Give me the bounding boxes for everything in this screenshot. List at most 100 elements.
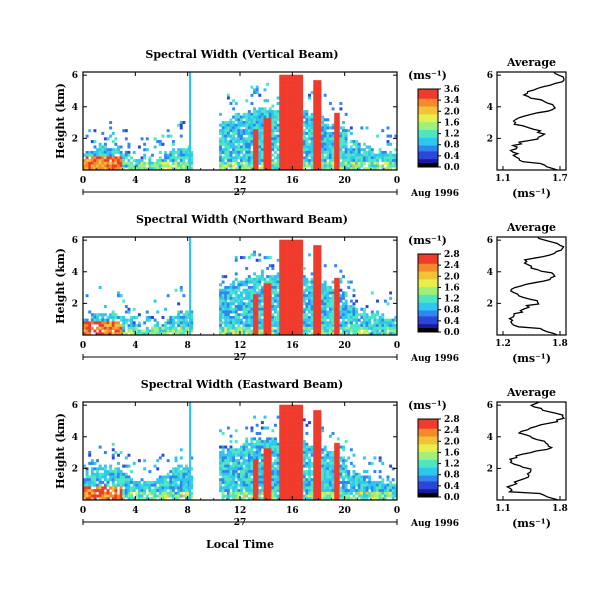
heatmap-cell — [245, 315, 249, 319]
heatmap-cell — [271, 467, 275, 471]
heatmap-cell — [247, 129, 251, 133]
heatmap-cell — [300, 497, 304, 501]
heatmap-cell — [279, 332, 283, 336]
heatmap-cell — [342, 156, 345, 160]
heatmap-cell — [281, 134, 285, 138]
heatmap-cell — [143, 148, 147, 152]
heatmap-cell — [234, 137, 238, 141]
heatmap-cell — [169, 324, 173, 328]
heatmap-cell — [281, 261, 285, 265]
heatmap-cell — [294, 456, 298, 460]
heatmap-cell — [328, 286, 332, 290]
heatmap-cell — [271, 145, 275, 149]
heatmap-cell — [318, 445, 322, 449]
heatmap-cell — [297, 121, 301, 125]
heatmap-cell — [271, 123, 275, 127]
colorbar-tick-label: 3.6 — [444, 85, 460, 95]
heatmap-cell — [171, 467, 175, 471]
heatmap-cell — [370, 167, 374, 171]
colorbar-tick-label: 2.4 — [444, 261, 460, 271]
heatmap-cell — [344, 332, 348, 336]
heatmap-cell — [260, 286, 264, 290]
heatmap-cell — [344, 321, 348, 325]
heatmap-cell — [289, 112, 293, 116]
heatmap-cell — [245, 140, 249, 144]
heatmap-cell — [378, 326, 382, 330]
heatmap-cell — [171, 326, 175, 330]
heatmap-cell — [229, 164, 233, 168]
heatmap-cell — [334, 453, 338, 457]
x-tick-label: 20 — [338, 176, 351, 186]
heatmap-cell — [313, 129, 317, 133]
heatmap-cell — [140, 159, 144, 163]
heatmap-cell — [124, 161, 128, 165]
heatmap-cell — [229, 142, 233, 146]
heatmap-cell — [221, 288, 225, 292]
heatmap-cell — [224, 161, 228, 165]
heatmap-cell — [386, 153, 390, 157]
heatmap-cell — [130, 491, 134, 495]
heatmap-cell — [137, 489, 141, 493]
heatmap-cell — [156, 329, 160, 333]
heatmap-cell — [357, 161, 361, 165]
heatmap-cell — [250, 429, 254, 433]
heatmap-cell — [137, 494, 141, 498]
heatmap-cell — [240, 302, 243, 306]
heatmap-cell — [96, 161, 99, 165]
heatmap-cell — [318, 121, 322, 125]
heatmap-cell — [169, 475, 173, 479]
heatmap-cell — [284, 307, 288, 311]
heatmap-cell — [336, 156, 340, 160]
heatmap-cell — [255, 161, 259, 165]
heatmap-cell — [313, 486, 317, 490]
heatmap-cell — [266, 321, 270, 325]
heatmap-cell — [258, 167, 262, 171]
heatmap-cell — [376, 332, 379, 336]
heatmap-cell — [185, 150, 188, 154]
heatmap-cell — [284, 324, 288, 328]
heatmap-cell — [331, 137, 335, 141]
heatmap-cell — [242, 131, 246, 135]
heatmap-cell — [242, 313, 246, 317]
heatmap-cell — [281, 302, 285, 306]
heatmap-cell — [328, 434, 332, 438]
heatmap-cell — [266, 145, 270, 149]
heatmap-cell — [297, 150, 301, 154]
heatmap-cell — [109, 164, 113, 168]
heatmap-cell — [232, 283, 236, 287]
heatmap-cell — [323, 459, 327, 463]
heatmap-cell — [153, 486, 157, 490]
heatmap-cell — [305, 313, 309, 317]
heatmap-cell — [247, 137, 251, 141]
heatmap-cell — [253, 461, 256, 465]
heatmap-cell — [90, 326, 94, 330]
heatmap-cell — [294, 280, 298, 284]
heatmap-cell — [117, 145, 120, 149]
heatmap-cell — [287, 115, 291, 119]
heatmap-cell — [300, 96, 304, 100]
heatmap-cell — [342, 445, 345, 449]
heatmap-cell — [339, 480, 343, 484]
heatmap-cell — [305, 472, 309, 476]
heatmap-cell — [300, 93, 304, 97]
heatmap-cell — [315, 410, 319, 414]
heatmap-cell — [334, 153, 338, 157]
heatmap-cell — [318, 459, 322, 463]
heatmap-cell — [347, 153, 351, 157]
heatmap-cell — [114, 472, 118, 476]
heatmap-cell — [297, 264, 301, 268]
heatmap-cell — [368, 150, 372, 154]
heatmap-cell — [124, 472, 128, 476]
heatmap-cell — [247, 150, 251, 154]
heatmap-cell — [174, 483, 178, 487]
heatmap-cell — [232, 115, 236, 119]
heatmap-cell — [260, 156, 264, 160]
heatmap-cell — [300, 121, 304, 125]
heatmap-cell — [83, 161, 86, 165]
heatmap-cell — [260, 142, 264, 146]
heatmap-cell — [232, 142, 236, 146]
heatmap-cell — [334, 302, 338, 306]
heatmap-cell — [287, 307, 291, 311]
heatmap-cell — [263, 286, 267, 290]
heatmap-cell — [130, 326, 134, 330]
